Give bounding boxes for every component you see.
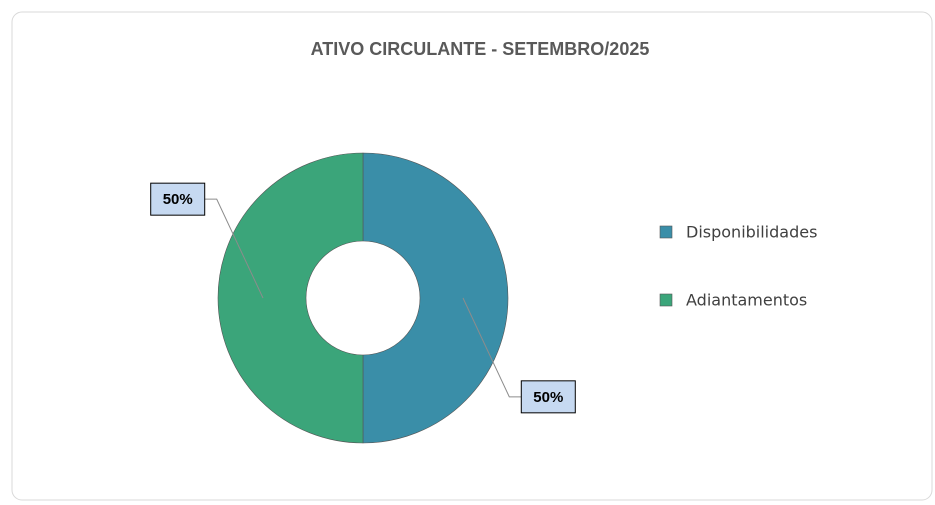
chart-title: ATIVO CIRCULANTE - SETEMBRO/2025 [311, 39, 650, 59]
data-label-box [150, 182, 206, 216]
leader-line [204, 198, 264, 299]
leader-line [462, 297, 522, 398]
legend-label: Disponibilidades [686, 223, 817, 242]
data-label: 50% [163, 191, 193, 208]
data-label-box [520, 380, 576, 414]
legend-swatch [659, 293, 673, 307]
legend-swatch [659, 225, 673, 239]
donut-slice [217, 152, 364, 444]
data-label: 50% [533, 389, 563, 406]
donut-slice [362, 152, 509, 444]
legend-label: Adiantamentos [686, 291, 807, 310]
